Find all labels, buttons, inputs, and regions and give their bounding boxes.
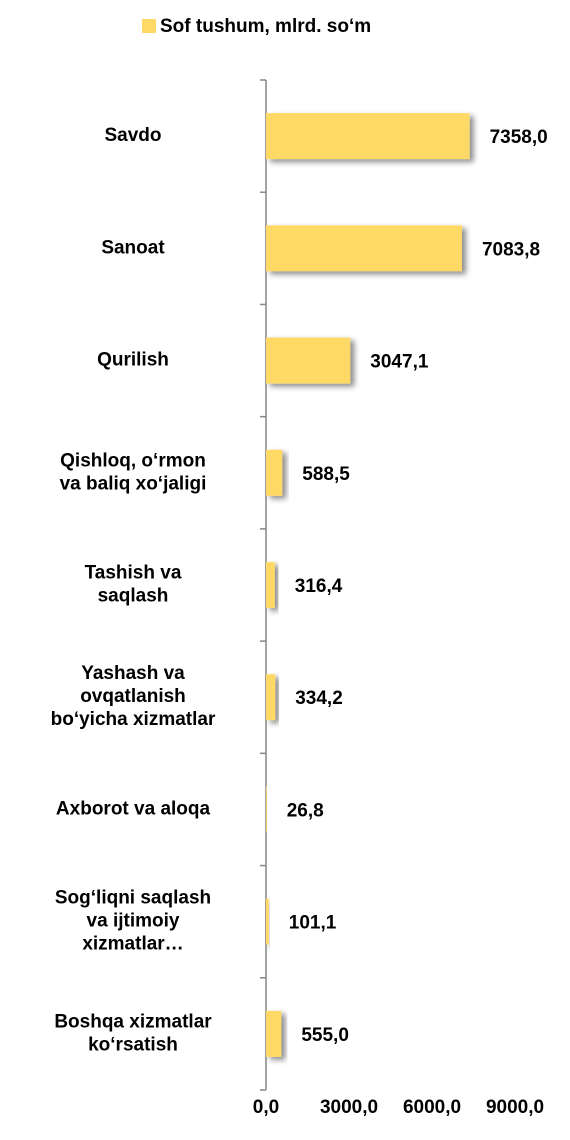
category-label: Qishloq, o‘rmon	[60, 450, 206, 471]
value-label: 7358,0	[490, 127, 548, 148]
x-tick-label: 3000,0	[320, 1097, 378, 1118]
bar	[266, 674, 276, 721]
x-tick-label: 0,0	[253, 1097, 279, 1118]
category-label: bo‘yicha xizmatlar	[51, 709, 216, 730]
category-label: Sog‘liqni saqlash	[55, 888, 211, 909]
x-tick-label: 9000,0	[486, 1097, 544, 1118]
bar	[266, 337, 351, 384]
bar	[266, 449, 283, 496]
category-label: Axborot va aloqa	[56, 798, 211, 819]
category-label: saqlash	[98, 586, 169, 607]
value-label: 555,0	[301, 1025, 349, 1046]
category-label: Savdo	[104, 125, 161, 146]
category-label: va baliq xo‘jaligi	[60, 473, 207, 494]
category-label: va ijtimoiy	[87, 911, 180, 932]
bar	[266, 786, 267, 833]
value-label: 7083,8	[482, 239, 540, 260]
value-label: 26,8	[287, 800, 324, 821]
bar	[266, 562, 275, 608]
x-tick-label: 6000,0	[403, 1097, 461, 1118]
bar	[266, 113, 470, 160]
value-label: 3047,1	[370, 352, 429, 373]
bar	[266, 1010, 282, 1057]
category-label: Yashash va	[81, 663, 185, 684]
bar	[266, 225, 462, 272]
legend-swatch	[142, 19, 156, 33]
category-label: Boshqa xizmatlar	[54, 1011, 212, 1032]
value-label: 334,2	[295, 688, 343, 709]
category-label: Sanoat	[101, 237, 165, 258]
category-label: ovqatlanish	[80, 686, 186, 707]
category-label: xizmatlar…	[82, 934, 183, 955]
category-label: ko‘rsatish	[88, 1034, 178, 1055]
bar	[266, 898, 269, 945]
value-label: 588,5	[302, 464, 350, 485]
category-label: Tashish va	[85, 563, 182, 584]
legend-label: Sof tushum, mlrd. so‘m	[160, 16, 371, 37]
category-label: Qurilish	[97, 350, 169, 371]
value-label: 316,4	[295, 576, 343, 597]
value-label: 101,1	[289, 913, 337, 934]
